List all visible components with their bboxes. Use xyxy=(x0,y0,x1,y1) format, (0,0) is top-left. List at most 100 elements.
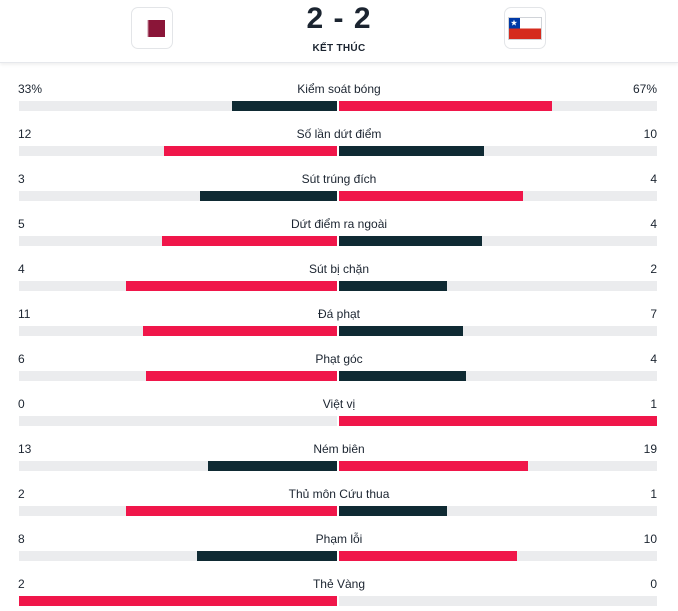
home-stat-bar xyxy=(19,596,337,606)
match-stats-list: 33% Kiểm soát bóng 67% 12 Số lần dứt điểm 10 3… xyxy=(0,62,678,606)
away-stat-value: 67% xyxy=(632,82,657,96)
away-stat-value: 7 xyxy=(650,307,657,321)
home-stat-bar xyxy=(146,371,337,381)
home-stat-bar-track xyxy=(19,596,337,606)
stat-row-kiem-soat-bong: 33% Kiểm soát bóng 67% xyxy=(0,62,678,111)
away-stat-bar xyxy=(339,416,657,426)
stat-row-viet-vi: 0 Việt vị 1 xyxy=(0,377,678,426)
home-stat-bar xyxy=(232,101,337,111)
stat-row-sut-bi-chan: 4 Sút bị chặn 2 xyxy=(0,242,678,291)
away-stat-bar xyxy=(339,461,528,471)
stat-label: Sút trúng đích xyxy=(301,172,377,186)
away-stat-bar-track xyxy=(339,146,657,156)
away-stat-bar-track xyxy=(339,236,657,246)
home-stat-bar xyxy=(162,236,337,246)
match-status: KẾT THÚC xyxy=(312,43,366,54)
home-stat-bar-track xyxy=(19,191,337,201)
away-stat-bar-track xyxy=(339,281,657,291)
away-team-flag-button[interactable] xyxy=(504,7,546,49)
away-stat-bar-track xyxy=(339,416,657,426)
home-stat-value: 6 xyxy=(18,352,25,366)
stat-label: Đá phạt xyxy=(317,307,361,321)
away-stat-bar xyxy=(339,551,517,561)
stat-label: Sút bị chặn xyxy=(308,262,370,276)
stat-label: Thẻ Vàng xyxy=(312,577,366,591)
away-stat-bar xyxy=(339,236,482,246)
stat-row-dut-diem-ra-ngoai: 5 Dứt điểm ra ngoài 4 xyxy=(0,197,678,246)
home-stat-bar-track xyxy=(19,281,337,291)
home-stat-bar-track xyxy=(19,416,337,426)
away-stat-value: 1 xyxy=(650,487,657,501)
stat-row-pham-loi: 8 Phạm lỗi 10 xyxy=(0,512,678,561)
home-stat-bar-track xyxy=(19,101,337,111)
away-stat-bar xyxy=(339,146,484,156)
away-stat-value: 4 xyxy=(650,217,657,231)
away-stat-value: 19 xyxy=(643,442,657,456)
home-stat-bar xyxy=(126,506,337,516)
home-stat-value: 13 xyxy=(18,442,32,456)
qatar-flag-icon xyxy=(139,19,165,37)
home-stat-bar-track xyxy=(19,236,337,246)
home-stat-bar-track xyxy=(19,506,337,516)
away-stat-bar xyxy=(339,191,523,201)
match-header: 2 - 2 KẾT THÚC xyxy=(0,0,678,63)
away-stat-value: 10 xyxy=(643,532,657,546)
home-stat-bar-track xyxy=(19,551,337,561)
home-stat-bar-track xyxy=(19,461,337,471)
away-stat-bar-track xyxy=(339,506,657,516)
away-stat-bar-track xyxy=(339,596,657,606)
away-stat-bar-track xyxy=(339,551,657,561)
home-stat-bar xyxy=(200,191,337,201)
home-stat-bar-track xyxy=(19,371,337,381)
home-stat-value: 8 xyxy=(18,532,25,546)
home-stat-bar-track xyxy=(19,326,337,336)
stat-label: Kiểm soát bóng xyxy=(297,82,381,96)
away-stat-bar-track xyxy=(339,326,657,336)
home-team-flag-button[interactable] xyxy=(131,7,173,49)
stat-row-thu-mon-cuu-thua: 2 Thủ môn Cứu thua 1 xyxy=(0,467,678,516)
stat-label: Việt vị xyxy=(322,397,356,411)
home-stat-value: 2 xyxy=(18,577,25,591)
away-stat-bar-track xyxy=(339,371,657,381)
home-stat-value: 12 xyxy=(18,127,32,141)
away-stat-bar-track xyxy=(339,191,657,201)
home-stat-bar-track xyxy=(19,146,337,156)
stat-label: Dứt điểm ra ngoài xyxy=(290,217,388,231)
stat-label: Phạm lỗi xyxy=(315,532,363,546)
home-stat-value: 11 xyxy=(18,307,31,321)
home-stat-value: 2 xyxy=(18,487,25,501)
stat-row-so-lan-dut-diem: 12 Số lần dứt điểm 10 xyxy=(0,107,678,156)
away-stat-value: 0 xyxy=(650,577,657,591)
away-stat-bar-track xyxy=(339,461,657,471)
stat-label: Ném biên xyxy=(313,442,365,456)
away-stat-bar-track xyxy=(339,101,657,111)
away-stat-bar xyxy=(339,371,466,381)
home-stat-bar xyxy=(197,551,337,561)
away-stat-value: 4 xyxy=(650,352,657,366)
stat-row-da-phat: 11 Đá phạt 7 xyxy=(0,287,678,336)
away-stat-value: 2 xyxy=(650,262,657,276)
match-score: 2 - 2 xyxy=(306,2,372,35)
away-stat-bar xyxy=(339,281,447,291)
home-stat-value: 4 xyxy=(18,262,25,276)
home-stat-bar xyxy=(126,281,337,291)
away-stat-bar xyxy=(339,326,463,336)
stat-row-nem-bien: 13 Ném biên 19 xyxy=(0,422,678,471)
home-stat-value: 0 xyxy=(18,397,25,411)
home-stat-value: 33% xyxy=(18,82,43,96)
away-stat-value: 1 xyxy=(650,397,657,411)
home-stat-bar xyxy=(164,146,337,156)
stat-label: Phạt góc xyxy=(315,352,363,366)
away-stat-value: 10 xyxy=(643,127,657,141)
chile-flag-icon xyxy=(508,16,542,40)
stat-label: Số lần dứt điểm xyxy=(296,127,382,141)
stat-label: Thủ môn Cứu thua xyxy=(288,487,390,501)
stat-row-the-vang: 2 Thẻ Vàng 0 xyxy=(0,557,678,606)
stat-row-sut-trung-dich: 3 Sút trúng đích 4 xyxy=(0,152,678,201)
home-stat-value: 5 xyxy=(18,217,25,231)
home-stat-bar xyxy=(208,461,337,471)
away-stat-value: 4 xyxy=(650,172,657,186)
away-stat-bar xyxy=(339,101,552,111)
stat-row-phat-goc: 6 Phạt góc 4 xyxy=(0,332,678,381)
home-stat-bar xyxy=(143,326,337,336)
